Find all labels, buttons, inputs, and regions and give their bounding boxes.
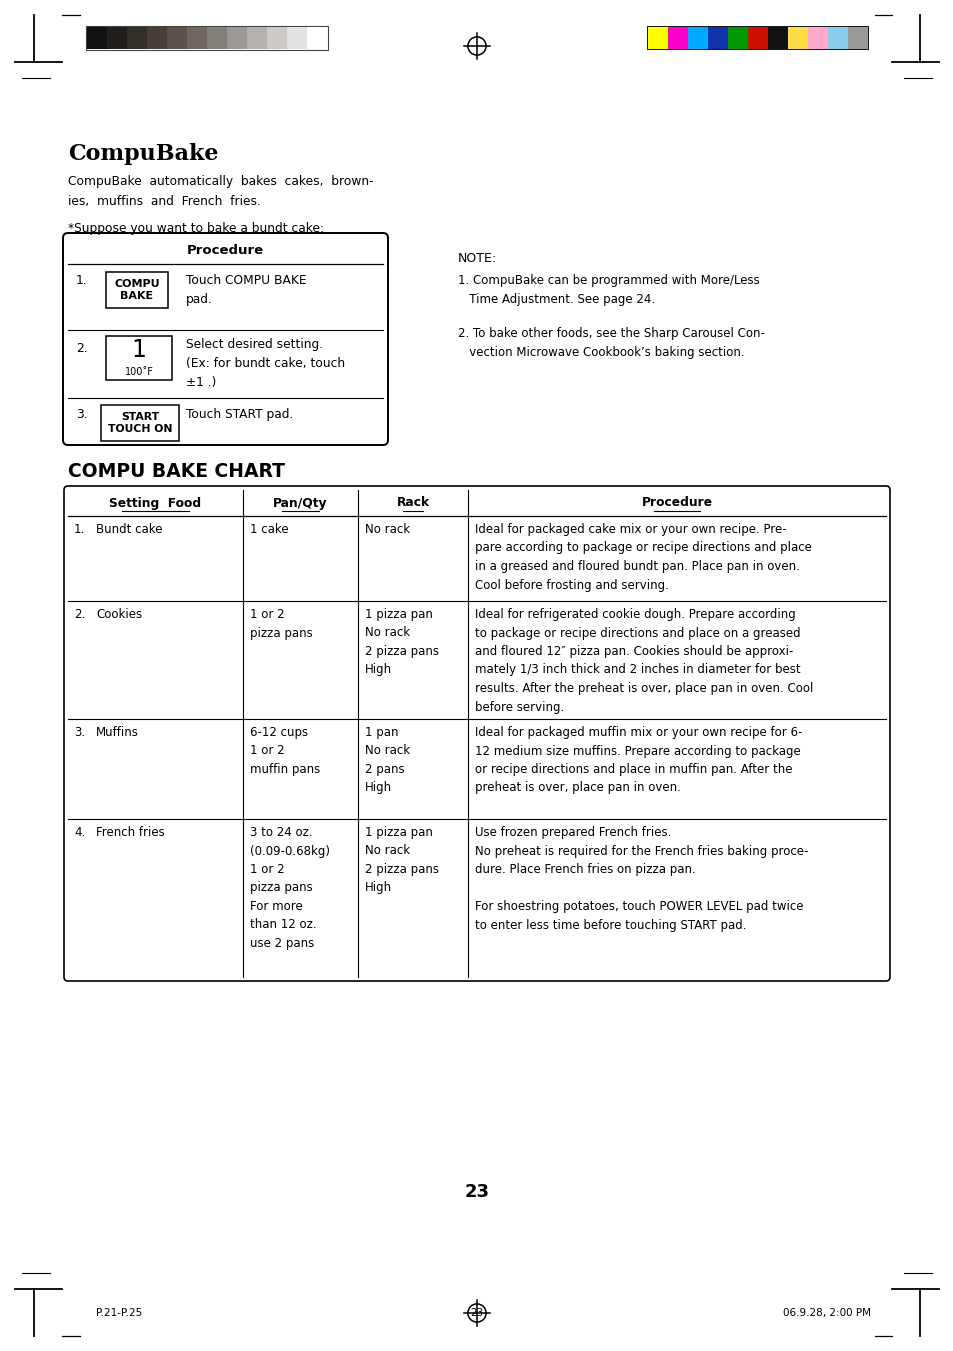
Bar (787, 27, 807, 49)
Text: 1. CompuBake can be programmed with More/Less
   Time Adjustment. See page 24.: 1. CompuBake can be programmed with More… (457, 274, 759, 305)
Text: Procedure: Procedure (640, 497, 712, 509)
Text: Cookies: Cookies (96, 608, 142, 621)
Bar (247, 27, 267, 49)
Text: Muffins: Muffins (96, 725, 139, 739)
Text: Ideal for packaged muffin mix or your own recipe for 6-
12 medium size muffins. : Ideal for packaged muffin mix or your ow… (475, 725, 801, 794)
Text: START
TOUCH ON: START TOUCH ON (108, 412, 172, 434)
Text: CompuBake: CompuBake (68, 143, 218, 165)
Text: P.21-P.25: P.21-P.25 (96, 1308, 142, 1319)
Text: Setting  Food: Setting Food (110, 497, 201, 509)
Text: NOTE:: NOTE: (457, 253, 497, 265)
Bar (646, 26, 868, 50)
FancyBboxPatch shape (63, 232, 388, 444)
Bar (847, 27, 867, 49)
Text: Touch COMPU BAKE
pad.: Touch COMPU BAKE pad. (186, 274, 306, 305)
Bar (827, 27, 847, 49)
Text: 1 or 2
pizza pans: 1 or 2 pizza pans (250, 608, 313, 639)
Text: Touch START pad.: Touch START pad. (186, 408, 294, 422)
Text: 3 to 24 oz.
(0.09-0.68kg)
1 or 2
pizza pans
For more
than 12 oz.
use 2 pans: 3 to 24 oz. (0.09-0.68kg) 1 or 2 pizza p… (250, 825, 330, 950)
Text: Pan/Qty: Pan/Qty (273, 497, 328, 509)
Bar (727, 27, 747, 49)
Text: 4.: 4. (74, 825, 85, 839)
Text: 1 pizza pan
No rack
2 pizza pans
High: 1 pizza pan No rack 2 pizza pans High (365, 825, 438, 894)
Bar (687, 27, 707, 49)
Bar (667, 27, 687, 49)
Text: Select desired setting.
(Ex: for bundt cake, touch
±1 .): Select desired setting. (Ex: for bundt c… (186, 338, 345, 389)
Bar (86, 26, 328, 50)
Text: 6-12 cups
1 or 2
muffin pans: 6-12 cups 1 or 2 muffin pans (250, 725, 320, 775)
Bar (807, 27, 827, 49)
Text: 100˚F: 100˚F (125, 367, 153, 377)
Text: 1.: 1. (74, 523, 85, 536)
Text: 1 cake: 1 cake (250, 523, 289, 536)
Bar (747, 27, 767, 49)
Text: 2.: 2. (76, 342, 88, 355)
Text: COMPU BAKE CHART: COMPU BAKE CHART (68, 462, 285, 481)
Text: Ideal for refrigerated cookie dough. Prepare according
to package or recipe dire: Ideal for refrigerated cookie dough. Pre… (475, 608, 813, 713)
Text: 2. To bake other foods, see the Sharp Carousel Con-
   vection Microwave Cookboo: 2. To bake other foods, see the Sharp Ca… (457, 327, 764, 359)
Bar (187, 27, 207, 49)
Text: Procedure: Procedure (187, 245, 264, 258)
Bar (106, 336, 172, 380)
Text: 1 pizza pan
No rack
2 pizza pans
High: 1 pizza pan No rack 2 pizza pans High (365, 608, 438, 677)
FancyBboxPatch shape (64, 486, 889, 981)
Text: French fries: French fries (96, 825, 165, 839)
Text: CompuBake  automatically  bakes  cakes,  brown-
ies,  muffins  and  French  frie: CompuBake automatically bakes cakes, bro… (68, 176, 374, 208)
Bar (106, 272, 168, 308)
Text: 1 pan
No rack
2 pans
High: 1 pan No rack 2 pans High (365, 725, 410, 794)
Text: No rack: No rack (365, 523, 410, 536)
Text: 06.9.28, 2:00 PM: 06.9.28, 2:00 PM (782, 1308, 870, 1319)
Text: Ideal for packaged cake mix or your own recipe. Pre-
pare according to package o: Ideal for packaged cake mix or your own … (475, 523, 811, 592)
Bar (147, 27, 167, 49)
Bar (87, 27, 107, 49)
Text: Bundt cake: Bundt cake (96, 523, 162, 536)
Text: *Suppose you want to bake a bundt cake:: *Suppose you want to bake a bundt cake: (68, 222, 324, 235)
Bar (767, 27, 787, 49)
Text: COMPU
BAKE: COMPU BAKE (114, 278, 160, 301)
Bar (107, 27, 127, 49)
Bar (307, 27, 327, 49)
Text: Use frozen prepared French fries.
No preheat is required for the French fries ba: Use frozen prepared French fries. No pre… (475, 825, 807, 931)
Bar (207, 27, 227, 49)
Bar (101, 405, 179, 440)
Bar (287, 27, 307, 49)
Text: 1: 1 (132, 338, 146, 362)
Text: 3.: 3. (76, 408, 88, 422)
Text: Rack: Rack (396, 497, 429, 509)
Bar (647, 27, 667, 49)
Bar (167, 27, 187, 49)
Text: 1.: 1. (76, 274, 88, 286)
Bar (127, 27, 147, 49)
Text: 23: 23 (470, 1308, 483, 1319)
Text: 23: 23 (464, 1183, 489, 1201)
Text: 3.: 3. (74, 725, 85, 739)
Text: 2.: 2. (74, 608, 85, 621)
Bar (227, 27, 247, 49)
Bar (707, 27, 727, 49)
Bar (267, 27, 287, 49)
